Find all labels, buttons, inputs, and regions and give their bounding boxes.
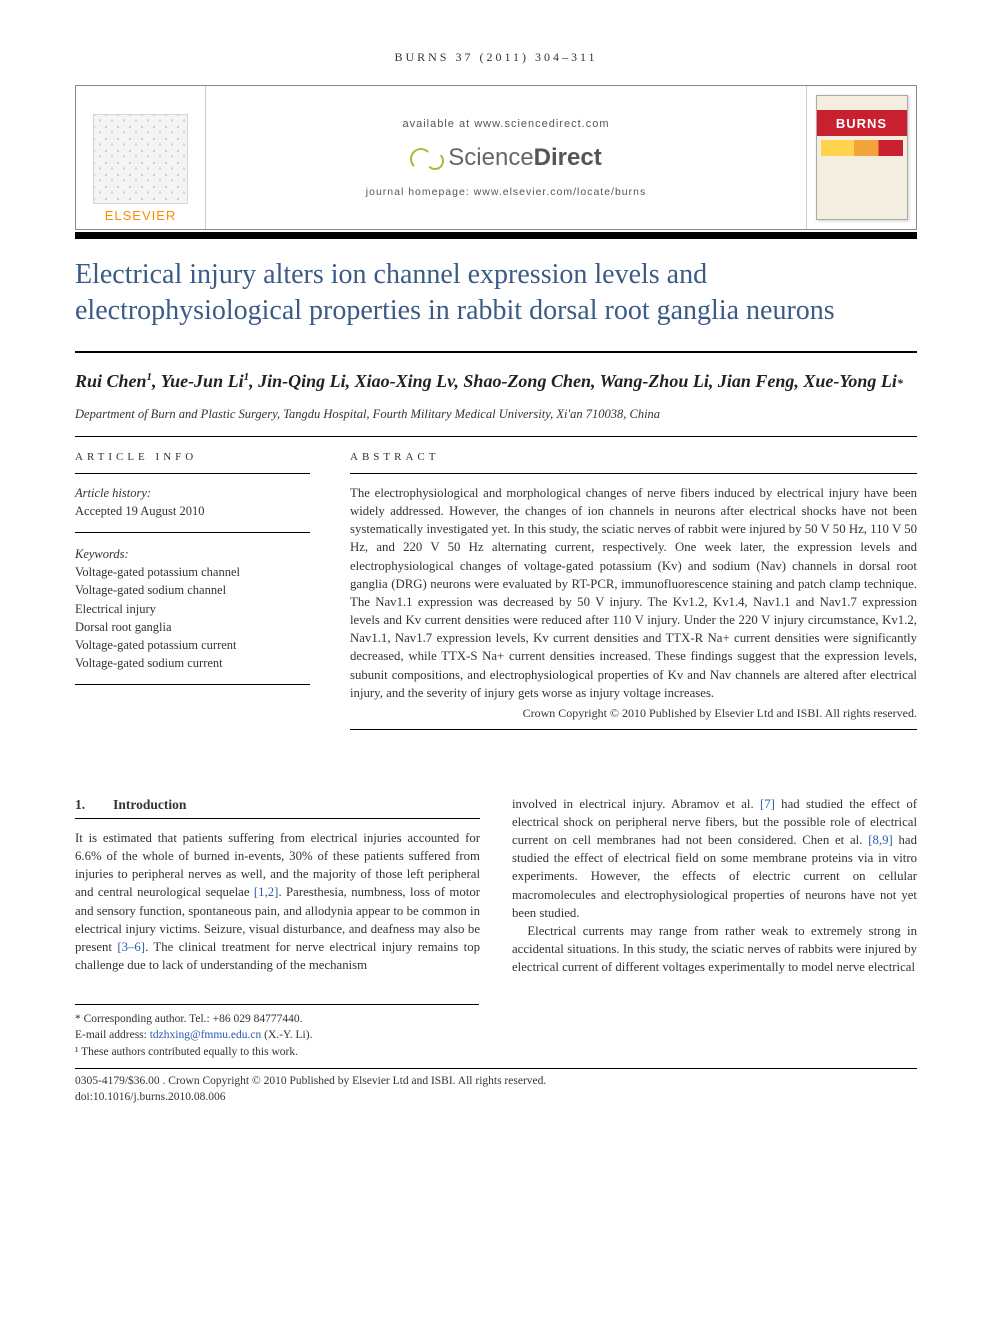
abstract-heading: ABSTRACT [350,451,917,463]
divider [350,729,917,730]
journal-cover-thumbnail: BURNS [816,95,908,220]
journal-cover-title: BURNS [817,110,907,136]
publisher-name: ELSEVIER [105,208,177,223]
article-history-value: Accepted 19 August 2010 [75,502,310,520]
publisher-logo-block: ELSEVIER [76,86,206,229]
body-column-right: involved in electrical injury. Abramov e… [512,795,917,977]
article-info-column: ARTICLE INFO Article history: Accepted 1… [75,451,310,730]
abstract-copyright: Crown Copyright © 2010 Published by Else… [350,706,917,721]
copyright-line-1: 0305-4179/$36.00 . Crown Copyright © 201… [75,1073,917,1089]
reference-link[interactable]: [7] [760,797,775,811]
keyword-item: Dorsal root ganglia [75,618,310,636]
corresponding-author-note: * Corresponding author. Tel.: +86 029 84… [75,1011,479,1027]
body-paragraph: Electrical currents may range from rathe… [512,922,917,976]
sciencedirect-logo: ScienceDirect [410,144,601,172]
reference-link[interactable]: [3–6] [117,940,145,954]
email-label: E-mail address: [75,1029,150,1041]
journal-cover-block: BURNS [806,86,916,229]
masthead-center: available at www.sciencedirect.com Scien… [206,86,806,229]
keyword-item: Voltage-gated potassium current [75,636,310,654]
journal-cover-strip-icon [821,140,903,156]
footnotes: * Corresponding author. Tel.: +86 029 84… [75,1004,479,1059]
keywords-label: Keywords: [75,545,310,563]
divider [75,532,310,533]
equal-contribution-note: ¹ These authors contributed equally to t… [75,1044,479,1060]
divider [75,473,310,474]
body-columns: 1. Introduction It is estimated that pat… [75,795,917,977]
keyword-item: Electrical injury [75,600,310,618]
sciencedirect-wordmark: ScienceDirect [448,144,601,172]
body-paragraph: It is estimated that patients suffering … [75,829,480,974]
copyright-footer: 0305-4179/$36.00 . Crown Copyright © 201… [75,1068,917,1105]
available-at-line: available at www.sciencedirect.com [402,118,609,130]
divider [350,473,917,474]
keyword-item: Voltage-gated sodium current [75,654,310,672]
article-info-heading: ARTICLE INFO [75,451,310,463]
keyword-item: Voltage-gated sodium channel [75,581,310,599]
section-number: 1. [75,795,85,814]
masthead: ELSEVIER available at www.sciencedirect.… [75,85,917,230]
doi-line: doi:10.1016/j.burns.2010.08.006 [75,1089,917,1105]
article-history-label: Article history: [75,484,310,502]
title-rule-bottom [75,351,917,353]
elsevier-tree-icon [93,114,188,204]
body-paragraph: involved in electrical injury. Abramov e… [512,795,917,922]
journal-homepage-line: journal homepage: www.elsevier.com/locat… [366,186,646,198]
email-line: E-mail address: tdzhxing@fmmu.edu.cn (X.… [75,1027,479,1043]
divider [75,684,310,685]
running-head: BURNS 37 (2011) 304–311 [75,50,917,65]
sciencedirect-swirl-icon [410,144,444,172]
keyword-item: Voltage-gated potassium channel [75,563,310,581]
affiliation: Department of Burn and Plastic Surgery, … [75,407,917,422]
section-heading: 1. Introduction [75,795,480,819]
keywords-list: Voltage-gated potassium channelVoltage-g… [75,563,310,672]
reference-link[interactable]: [8,9] [868,833,893,847]
reference-link[interactable]: [1,2] [254,885,279,899]
article-title: Electrical injury alters ion channel exp… [75,239,917,351]
authors-line: Rui Chen1, Yue-Jun Li1, Jin-Qing Li, Xia… [75,369,917,393]
body-column-left: 1. Introduction It is estimated that pat… [75,795,480,977]
email-attribution: (X.-Y. Li). [261,1029,312,1041]
section-title: Introduction [113,795,186,814]
email-link[interactable]: tdzhxing@fmmu.edu.cn [150,1029,262,1041]
title-rule-top [75,232,917,239]
abstract-column: ABSTRACT The electrophysiological and mo… [350,451,917,730]
abstract-text: The electrophysiological and morphologic… [350,484,917,702]
